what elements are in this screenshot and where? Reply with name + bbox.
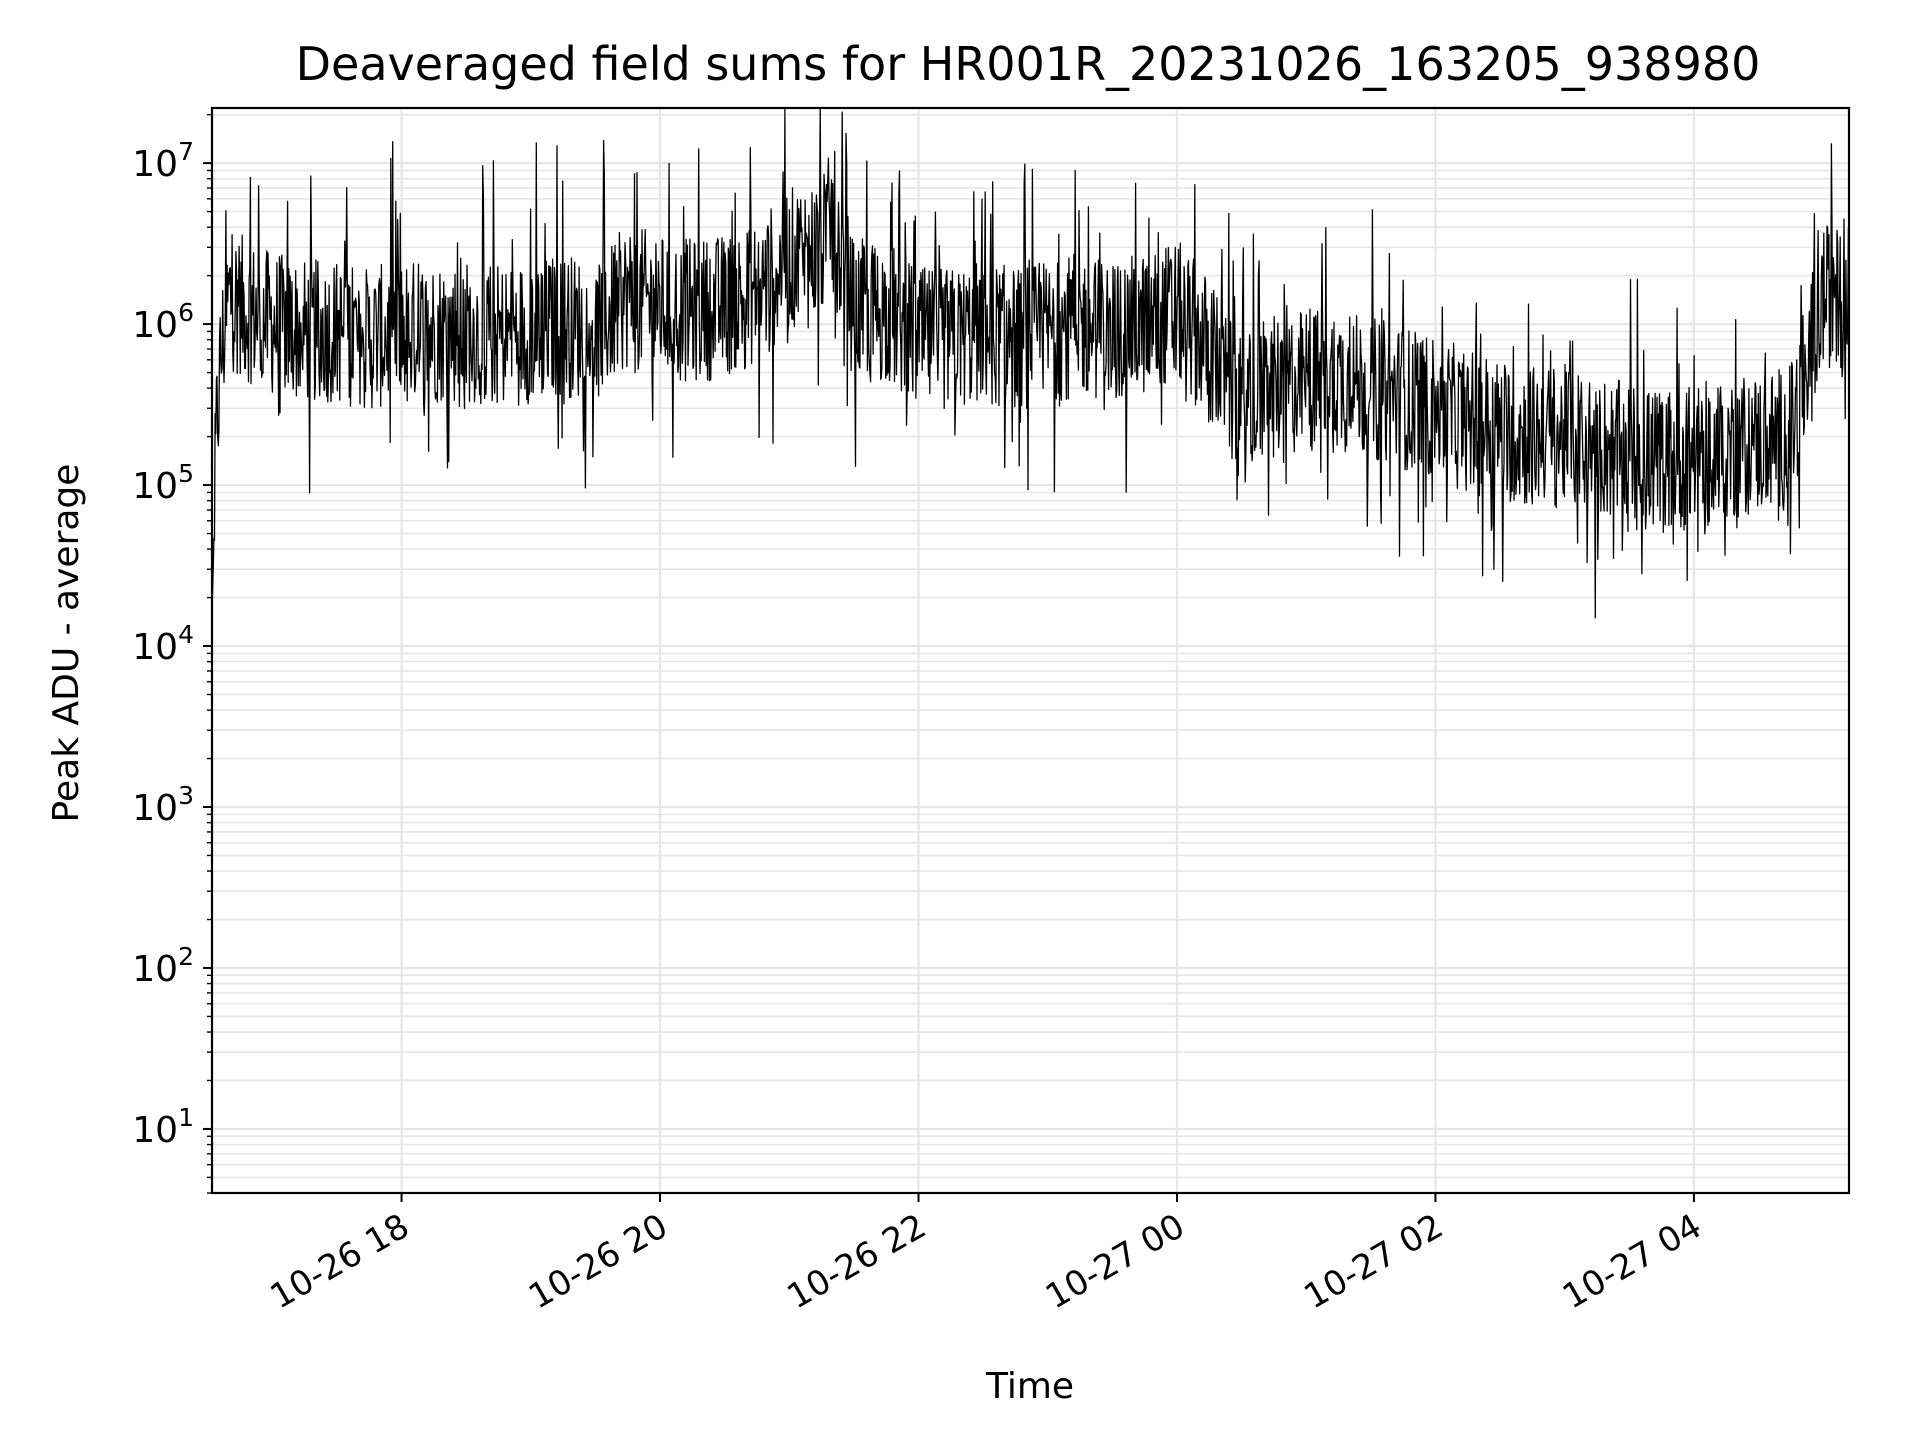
- y-tick-exponent: 5: [178, 459, 194, 488]
- x-tick-label: 10-27 00: [1039, 1206, 1191, 1317]
- y-tick-exponent: 3: [178, 781, 194, 810]
- y-tick-label: 105: [132, 459, 194, 507]
- y-tick-label: 102: [132, 942, 194, 990]
- y-tick-exponent: 2: [178, 942, 194, 971]
- chart-title: Deaveraged field sums for HR001R_2023102…: [296, 37, 1761, 91]
- y-tick-label: 103: [132, 781, 194, 829]
- y-tick-base: 10: [132, 466, 178, 507]
- x-tick-label: 10-27 04: [1556, 1206, 1708, 1317]
- y-tick-exponent: 6: [178, 298, 194, 327]
- y-tick-label: 107: [132, 137, 194, 185]
- x-tick-label: 10-26 22: [781, 1206, 933, 1317]
- x-tick-label: 10-26 18: [264, 1206, 416, 1317]
- y-axis-label: Peak ADU - average: [46, 464, 87, 823]
- y-tick-base: 10: [132, 144, 178, 185]
- series-line: [211, 107, 1850, 619]
- y-tick-base: 10: [132, 305, 178, 346]
- series-layer: [211, 107, 1850, 619]
- y-tick-exponent: 7: [178, 137, 194, 166]
- x-tick-label: 10-27 02: [1298, 1206, 1450, 1317]
- x-axis-label: Time: [985, 1366, 1074, 1407]
- y-tick-base: 10: [132, 627, 178, 668]
- y-tick-label: 101: [132, 1103, 194, 1151]
- axes-frame: [210, 106, 1851, 1195]
- y-tick-base: 10: [132, 788, 178, 829]
- y-tick-base: 10: [132, 949, 178, 990]
- y-tick-label: 106: [132, 298, 194, 346]
- y-tick-exponent: 1: [178, 1103, 194, 1132]
- y-tick-label: 104: [132, 620, 194, 668]
- x-tick-label: 10-26 20: [522, 1206, 674, 1317]
- y-tick-exponent: 4: [178, 620, 194, 649]
- ticks: [203, 113, 1695, 1202]
- y-tick-base: 10: [132, 1110, 178, 1151]
